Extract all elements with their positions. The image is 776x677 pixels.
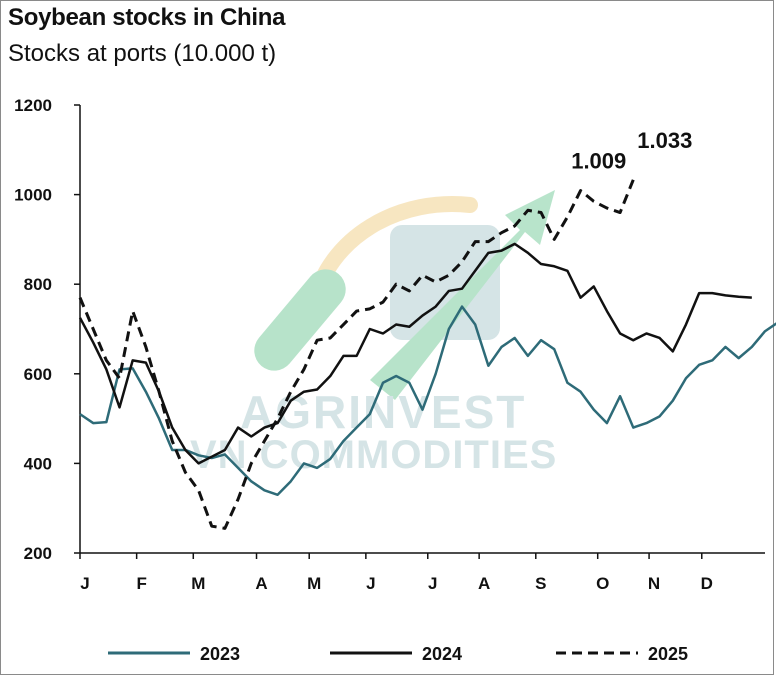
x-tick-label: A: [255, 574, 267, 593]
y-tick-label: 800: [24, 275, 52, 294]
y-tick-label: 1200: [14, 96, 52, 115]
series-line-2023: [79, 305, 776, 497]
y-tick-label: 1000: [14, 186, 52, 205]
x-tick-label: J: [366, 574, 375, 593]
x-tick-label: J: [428, 574, 437, 593]
x-tick-label: O: [596, 574, 609, 593]
watermark-box: [390, 225, 500, 340]
x-tick-label: N: [648, 574, 660, 593]
x-tick-label: S: [535, 574, 546, 593]
y-tick-label: 400: [24, 454, 52, 473]
data-label: 1.033: [637, 128, 692, 153]
watermark-text-top: AGRINVEST: [240, 386, 526, 438]
chart-subtitle: Stocks at ports (10.000 t): [8, 40, 277, 67]
x-tick-label: F: [136, 574, 146, 593]
series-line-2024: [78, 242, 752, 465]
y-tick-label: 600: [24, 365, 52, 384]
watermark-pill: [254, 269, 346, 371]
watermark-arrow: [370, 190, 555, 400]
legend-label: 2023: [200, 644, 240, 664]
x-tick-label: A: [478, 574, 490, 593]
chart-title: Soybean stocks in China: [8, 4, 286, 31]
x-tick-label: M: [191, 574, 205, 593]
data-label: 1.009: [571, 149, 626, 174]
x-tick-label: D: [701, 574, 713, 593]
series-line-2025: [78, 179, 635, 530]
legend-label: 2024: [422, 644, 462, 664]
watermark-logo: AGRINVEST VN COMMODITIES: [190, 190, 557, 477]
y-tick-label: 200: [24, 544, 52, 563]
watermark-text-bottom: VN COMMODITIES: [190, 433, 557, 477]
x-tick-label: J: [80, 574, 89, 593]
legend-label: 2025: [648, 644, 688, 664]
watermark-ring: [307, 196, 478, 308]
x-tick-label: M: [307, 574, 321, 593]
